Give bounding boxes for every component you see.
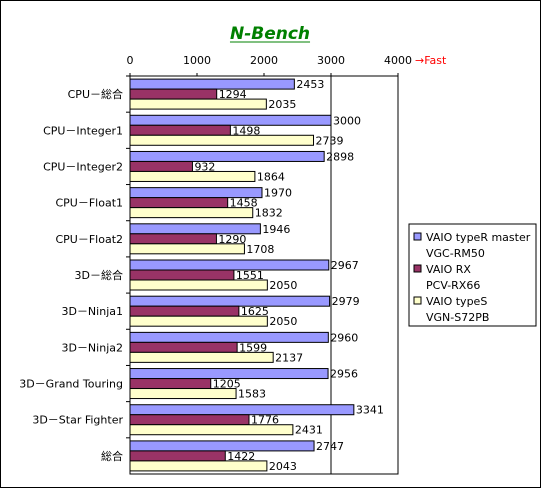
bar: [129, 259, 330, 271]
category-label: CPU－総合: [68, 87, 123, 101]
data-label: 2050: [269, 315, 297, 328]
bar: [129, 170, 256, 182]
data-label: 1290: [218, 233, 246, 246]
bar: [129, 114, 332, 126]
x-tick-label: 3000: [317, 54, 345, 67]
bar: [129, 150, 325, 162]
bar: [129, 424, 294, 436]
legend-series-model: PCV-RX66: [426, 279, 480, 292]
category-label: CPU－Integer2: [43, 160, 123, 173]
bar: [129, 160, 193, 172]
data-label: 2960: [330, 331, 358, 344]
data-label: 1294: [219, 88, 247, 101]
data-label: 2137: [275, 351, 303, 364]
bar: [129, 368, 329, 380]
bar: [129, 197, 229, 209]
legend-series-name: VAIO typeS: [426, 295, 487, 308]
legend-swatch: [413, 232, 422, 241]
data-label: 1970: [264, 187, 292, 200]
fast-direction-label: →Fast: [415, 54, 447, 67]
data-label: 1458: [230, 197, 258, 210]
legend-swatch: [413, 264, 422, 273]
x-tick-label: 0: [127, 54, 134, 67]
category-label: 3D－Grand Touring: [19, 378, 123, 391]
bar: [129, 279, 268, 291]
data-label: 2431: [295, 424, 323, 437]
data-label: 2967: [331, 259, 359, 272]
data-label: 2050: [269, 279, 297, 292]
bar: [129, 414, 250, 426]
bar: [129, 207, 254, 219]
legend-swatch: [413, 296, 422, 305]
data-label: 1205: [213, 378, 241, 391]
bar: [129, 233, 217, 245]
data-label: 2739: [316, 134, 344, 147]
bar: [129, 134, 315, 146]
data-label: 1832: [255, 207, 283, 220]
category-label: 総合: [101, 449, 123, 463]
data-label: 1498: [232, 124, 260, 137]
category-label: CPU－Float1: [55, 197, 123, 210]
legend-box: [408, 223, 537, 327]
data-label: 3000: [333, 114, 361, 127]
category-label: 3D－総合: [75, 268, 123, 282]
bar: [129, 295, 331, 307]
bar: [129, 305, 240, 317]
x-tick-label: 4000: [384, 54, 412, 67]
data-label: 1776: [251, 414, 279, 427]
bar: [129, 351, 274, 363]
data-label: 2043: [269, 460, 297, 473]
data-label: 3341: [356, 404, 384, 417]
bar: [129, 460, 268, 472]
category-label: 3D－Ninja1: [61, 305, 123, 318]
bar: [129, 78, 295, 90]
data-label: 1422: [227, 450, 255, 463]
x-tick-label: 1000: [183, 54, 211, 67]
bar: [129, 315, 268, 327]
x-tick-label: 2000: [250, 54, 278, 67]
data-label: 2956: [330, 368, 358, 381]
bar: [129, 450, 226, 462]
category-label: CPU－Float2: [55, 233, 123, 246]
category-label: CPU－Integer1: [43, 124, 123, 137]
data-label: 1625: [241, 305, 269, 318]
category-label: 3D－Ninja2: [61, 341, 123, 354]
data-label: 2035: [268, 98, 296, 111]
legend-series-model: VGN-S72PB: [426, 311, 489, 324]
data-label: 1864: [257, 170, 285, 183]
data-label: 1946: [262, 223, 290, 236]
bar: [129, 440, 315, 452]
bar: [129, 243, 245, 255]
bar: [129, 331, 329, 343]
bar: [129, 341, 238, 353]
data-label: 2898: [326, 150, 354, 163]
legend-series-name: VAIO typeR master: [426, 231, 531, 244]
data-label: 1551: [236, 269, 264, 282]
bar: [129, 388, 237, 400]
bar: [129, 378, 212, 390]
data-label: 2453: [296, 78, 324, 91]
bar: [129, 88, 218, 100]
data-label: 1599: [239, 341, 267, 354]
data-label: 932: [194, 160, 215, 173]
bar: [129, 269, 235, 281]
bar: [129, 124, 231, 136]
data-label: 2747: [316, 440, 344, 453]
bar: [129, 404, 355, 416]
data-label: 1708: [246, 243, 274, 256]
data-label: 1583: [238, 388, 266, 401]
data-label: 2979: [332, 295, 360, 308]
category-label: 3D－Star Fighter: [32, 414, 123, 427]
legend-series-model: VGC-RM50: [426, 247, 485, 260]
chart-title: N-Bench: [230, 24, 310, 44]
bar: [129, 98, 267, 110]
legend-series-name: VAIO RX: [426, 263, 471, 276]
